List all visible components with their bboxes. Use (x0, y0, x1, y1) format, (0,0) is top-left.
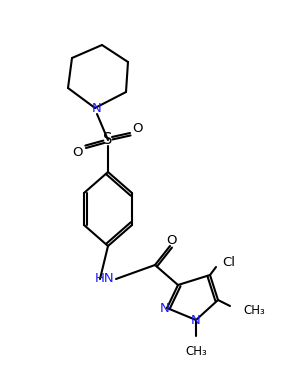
Text: N: N (92, 102, 102, 116)
Text: N: N (191, 315, 201, 327)
Text: HN: HN (95, 273, 115, 285)
Text: CH₃: CH₃ (185, 345, 207, 358)
Text: N: N (160, 302, 170, 315)
Text: O: O (73, 146, 83, 158)
Text: O: O (167, 235, 177, 247)
Text: CH₃: CH₃ (243, 304, 265, 316)
Text: O: O (133, 122, 143, 135)
Text: S: S (103, 133, 113, 147)
Text: Cl: Cl (223, 255, 236, 268)
